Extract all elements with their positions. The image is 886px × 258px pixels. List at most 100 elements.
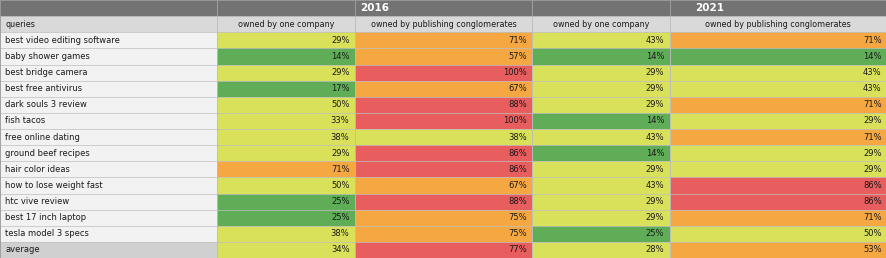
Bar: [669, 16, 886, 32]
Bar: [532, 49, 669, 64]
Bar: [0, 129, 217, 145]
Text: 14%: 14%: [645, 52, 664, 61]
Text: 71%: 71%: [862, 36, 881, 45]
Text: 14%: 14%: [645, 149, 664, 158]
Bar: [217, 16, 354, 32]
Text: 28%: 28%: [645, 245, 664, 254]
Text: 29%: 29%: [862, 165, 881, 174]
Bar: [669, 129, 886, 145]
Text: 34%: 34%: [330, 245, 349, 254]
Bar: [532, 178, 669, 194]
Text: htc vive review: htc vive review: [5, 197, 69, 206]
Bar: [669, 64, 886, 80]
Bar: [354, 64, 532, 80]
Bar: [669, 161, 886, 178]
Bar: [532, 209, 669, 226]
Bar: [532, 32, 669, 49]
Bar: [217, 113, 354, 129]
Bar: [0, 113, 217, 129]
Bar: [669, 242, 886, 258]
Text: 38%: 38%: [508, 133, 526, 142]
Text: 71%: 71%: [330, 165, 349, 174]
Bar: [532, 16, 669, 32]
Bar: [0, 16, 217, 32]
Bar: [354, 145, 532, 161]
Text: 50%: 50%: [862, 229, 881, 238]
Text: average: average: [5, 245, 40, 254]
Text: 100%: 100%: [502, 68, 526, 77]
Bar: [669, 97, 886, 113]
Text: 29%: 29%: [645, 213, 664, 222]
Bar: [0, 64, 217, 80]
Text: baby shower games: baby shower games: [5, 52, 90, 61]
Text: 71%: 71%: [508, 36, 526, 45]
Text: 29%: 29%: [330, 149, 349, 158]
Bar: [532, 129, 669, 145]
Bar: [669, 49, 886, 64]
Text: 29%: 29%: [330, 36, 349, 45]
Bar: [532, 242, 669, 258]
Bar: [217, 0, 532, 16]
Bar: [669, 113, 886, 129]
Text: 67%: 67%: [508, 84, 526, 93]
Bar: [532, 64, 669, 80]
Text: 29%: 29%: [645, 100, 664, 109]
Bar: [354, 129, 532, 145]
Text: 77%: 77%: [508, 245, 526, 254]
Text: 14%: 14%: [645, 116, 664, 125]
Bar: [0, 242, 217, 258]
Bar: [532, 226, 669, 242]
Bar: [532, 161, 669, 178]
Text: 25%: 25%: [330, 197, 349, 206]
Text: 43%: 43%: [862, 68, 881, 77]
Text: 86%: 86%: [862, 181, 881, 190]
Text: 29%: 29%: [645, 165, 664, 174]
Text: 17%: 17%: [330, 84, 349, 93]
Text: 2021: 2021: [695, 3, 723, 13]
Text: 71%: 71%: [862, 133, 881, 142]
Text: tesla model 3 specs: tesla model 3 specs: [5, 229, 89, 238]
Bar: [0, 226, 217, 242]
Text: 53%: 53%: [862, 245, 881, 254]
Bar: [217, 145, 354, 161]
Bar: [669, 145, 886, 161]
Bar: [669, 194, 886, 209]
Text: 33%: 33%: [330, 116, 349, 125]
Bar: [354, 80, 532, 97]
Text: 29%: 29%: [645, 197, 664, 206]
Bar: [217, 80, 354, 97]
Bar: [354, 242, 532, 258]
Text: 75%: 75%: [508, 213, 526, 222]
Text: 75%: 75%: [508, 229, 526, 238]
Bar: [532, 80, 669, 97]
Text: 29%: 29%: [330, 68, 349, 77]
Bar: [217, 32, 354, 49]
Bar: [217, 49, 354, 64]
Text: best video editing software: best video editing software: [5, 36, 120, 45]
Bar: [354, 209, 532, 226]
Bar: [217, 178, 354, 194]
Bar: [217, 161, 354, 178]
Bar: [354, 113, 532, 129]
Bar: [532, 145, 669, 161]
Text: owned by publishing conglomerates: owned by publishing conglomerates: [704, 20, 851, 29]
Text: 29%: 29%: [862, 149, 881, 158]
Bar: [532, 113, 669, 129]
Text: 43%: 43%: [645, 36, 664, 45]
Bar: [217, 97, 354, 113]
Bar: [669, 209, 886, 226]
Bar: [217, 64, 354, 80]
Text: 29%: 29%: [645, 68, 664, 77]
Text: ground beef recipes: ground beef recipes: [5, 149, 90, 158]
Text: 29%: 29%: [645, 84, 664, 93]
Text: 86%: 86%: [508, 165, 526, 174]
Bar: [0, 97, 217, 113]
Text: 25%: 25%: [330, 213, 349, 222]
Bar: [0, 145, 217, 161]
Bar: [354, 16, 532, 32]
Text: 2016: 2016: [360, 3, 389, 13]
Text: best free antivirus: best free antivirus: [5, 84, 82, 93]
Text: owned by one company: owned by one company: [237, 20, 334, 29]
Bar: [354, 161, 532, 178]
Text: 71%: 71%: [862, 213, 881, 222]
